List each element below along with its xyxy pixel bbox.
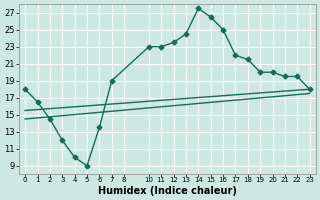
X-axis label: Humidex (Indice chaleur): Humidex (Indice chaleur) xyxy=(98,186,237,196)
